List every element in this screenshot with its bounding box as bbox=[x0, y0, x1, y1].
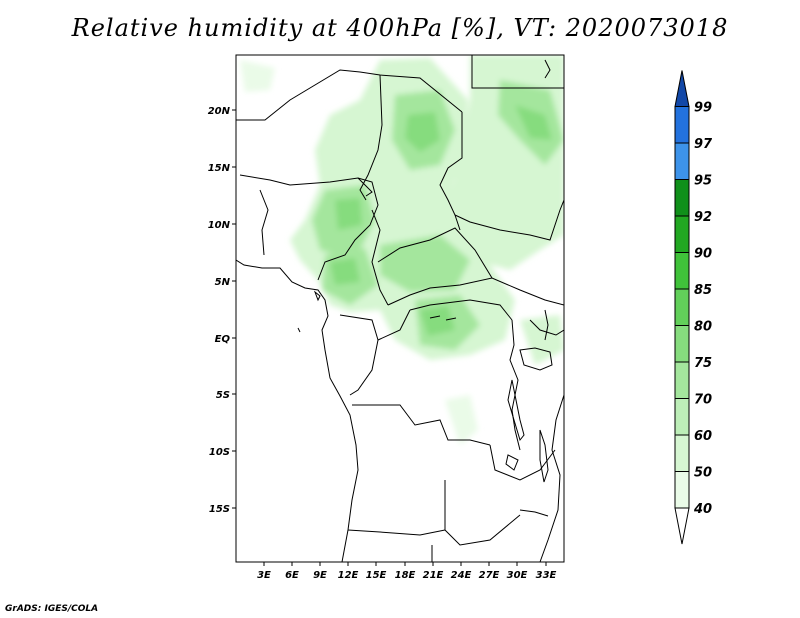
border-chad-west bbox=[359, 74, 383, 201]
lon-label-9e: 9E bbox=[313, 570, 327, 581]
border-cameroon-car bbox=[371, 209, 389, 306]
lat-label-20n: 20N bbox=[208, 106, 231, 117]
border-niger-south bbox=[259, 189, 269, 256]
lon-label-3e: 3E bbox=[257, 570, 271, 581]
colorbar-box-40 bbox=[674, 471, 690, 509]
border-north-2 bbox=[471, 55, 564, 89]
lon-label-30e: 30E bbox=[507, 570, 528, 581]
humidity-core-5 bbox=[380, 235, 470, 292]
humidity-peak-2 bbox=[515, 105, 552, 140]
border-drc-west bbox=[377, 309, 411, 341]
lon-label-27e: 27E bbox=[479, 570, 500, 581]
map-title: Relative humidity at 400hPa [%], VT: 202… bbox=[71, 14, 729, 42]
rift-lakes-east bbox=[544, 309, 549, 341]
colorbar-box-85 bbox=[674, 252, 690, 290]
border-drc-east bbox=[509, 319, 521, 451]
longitude-axis: 3E 6E 9E 12E 15E 18E 21E 24E 27E 30E 33E bbox=[257, 562, 557, 581]
colorbar-box-60 bbox=[674, 398, 690, 436]
border-nigeria bbox=[239, 174, 379, 281]
border-north-1 bbox=[236, 69, 463, 121]
lake-victoria bbox=[519, 347, 553, 371]
lon-label-21e: 21E bbox=[423, 570, 444, 581]
colorbar-box-90 bbox=[674, 215, 690, 253]
border-car-south bbox=[387, 277, 564, 306]
island-bioko bbox=[313, 290, 321, 302]
colorbar-label-80: 80 bbox=[694, 320, 712, 335]
lat-label-15n: 15N bbox=[208, 163, 231, 174]
colorbar-box-50 bbox=[674, 434, 690, 472]
humidity-peak-3 bbox=[335, 198, 362, 230]
colorbar-label-92: 92 bbox=[694, 210, 712, 225]
lat-label-5n: 5N bbox=[215, 277, 231, 288]
border-angola-south bbox=[347, 529, 446, 536]
border-drc-north bbox=[409, 299, 513, 321]
humidity-field bbox=[240, 55, 564, 445]
colorbar-label-50: 50 bbox=[694, 466, 712, 481]
humidity-peak-1 bbox=[405, 112, 440, 152]
humidity-region-south bbox=[445, 395, 478, 445]
grads-credit: GrADS: IGES/COLA bbox=[5, 604, 99, 614]
lon-label-24e: 24E bbox=[451, 570, 472, 581]
lat-label-10n: 10N bbox=[208, 220, 231, 231]
humidity-peak-4 bbox=[330, 258, 360, 285]
border-congo bbox=[339, 314, 379, 396]
lake-chad bbox=[357, 177, 373, 197]
lon-label-18e: 18E bbox=[395, 570, 416, 581]
colorbar-box-75 bbox=[674, 325, 690, 363]
lat-label-10s: 10S bbox=[209, 447, 230, 458]
humidity-region-east-small bbox=[520, 315, 564, 365]
lake-tanganyika bbox=[507, 379, 525, 442]
coastline-east-africa bbox=[539, 394, 564, 562]
lat-label-5s: 5S bbox=[216, 390, 230, 401]
colorbar-box-70 bbox=[674, 361, 690, 399]
lake-kariba bbox=[519, 509, 549, 517]
lake-mweru bbox=[505, 454, 519, 471]
lon-label-6e: 6E bbox=[285, 570, 299, 581]
colorbar-label-90: 90 bbox=[694, 247, 712, 262]
lon-label-12e: 12E bbox=[338, 570, 359, 581]
colorbar-label-60: 60 bbox=[694, 429, 712, 444]
border-angola-east bbox=[444, 480, 521, 546]
lon-label-15e: 15E bbox=[366, 570, 387, 581]
colorbar-box-92 bbox=[674, 179, 690, 217]
lake-malawi bbox=[539, 429, 549, 483]
border-car-north bbox=[377, 227, 493, 279]
lon-label-33e: 33E bbox=[536, 570, 557, 581]
colorbar-label-40: 40 bbox=[693, 502, 712, 517]
lake-volta-dots bbox=[429, 315, 457, 321]
humidity-peak-5 bbox=[420, 306, 455, 336]
latitude-axis: 20N 15N 10N 5N EQ 5S 10S 15S bbox=[208, 106, 236, 515]
colorbar-label-95: 95 bbox=[694, 174, 712, 189]
colorbar: 40 50 60 70 75 80 85 90 92 95 97 99 bbox=[674, 70, 713, 545]
border-sudan bbox=[454, 199, 564, 241]
colorbar-box-97 bbox=[674, 106, 690, 144]
colorbar-label-75: 75 bbox=[694, 356, 712, 371]
border-kenya bbox=[529, 319, 564, 336]
coastlines-borders bbox=[236, 55, 564, 562]
colorbar-label-70: 70 bbox=[694, 393, 712, 408]
colorbar-over-triangle bbox=[674, 70, 690, 107]
colorbar-box-80 bbox=[674, 288, 690, 326]
border-angola-north bbox=[352, 404, 491, 446]
map-frame bbox=[235, 54, 565, 563]
lat-label-15s: 15S bbox=[209, 504, 230, 515]
colorbar-label-85: 85 bbox=[694, 283, 712, 298]
ethiopia-border bbox=[544, 59, 551, 79]
colorbar-label-97: 97 bbox=[694, 137, 713, 152]
colorbar-label-99: 99 bbox=[694, 101, 712, 116]
lat-label-eq: EQ bbox=[215, 334, 231, 345]
humidity-region-north-west bbox=[240, 60, 275, 92]
colorbar-box-95 bbox=[674, 142, 690, 180]
colorbar-under-triangle bbox=[674, 507, 690, 545]
coastline-west-africa bbox=[236, 259, 359, 562]
island-sao-tome bbox=[297, 327, 301, 333]
border-zambia bbox=[489, 444, 556, 481]
